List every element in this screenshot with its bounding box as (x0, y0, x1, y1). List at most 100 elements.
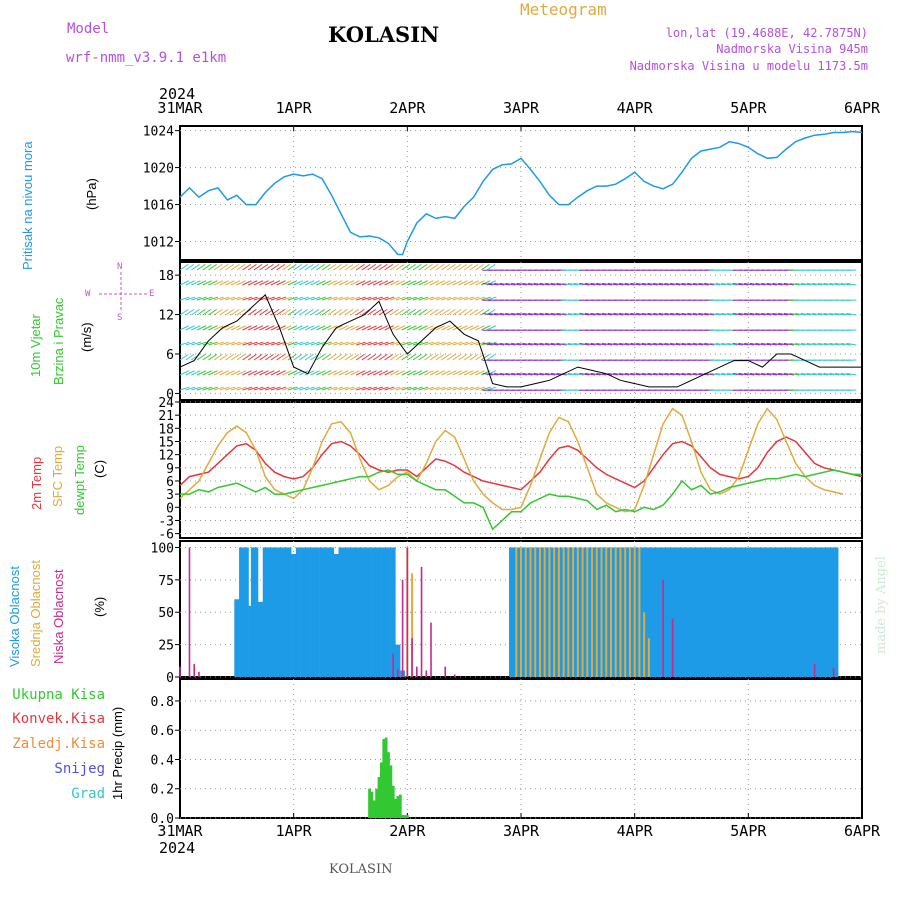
cloud-bar (193, 664, 196, 677)
wind-barb (299, 263, 308, 271)
wind-barb (641, 372, 652, 376)
wind-barb (287, 353, 297, 361)
wind-barb (505, 372, 516, 376)
wind-barb (282, 280, 292, 286)
wind-barb (458, 353, 468, 361)
wind-barb (259, 386, 270, 391)
wind-barb (390, 386, 400, 391)
wind-barb (458, 370, 468, 376)
wind-barb (213, 263, 223, 271)
wind-barb (475, 308, 485, 316)
wind-barb (355, 280, 366, 286)
wind-barb (435, 263, 445, 271)
wind-barb (846, 372, 857, 376)
temperature-ytick-label: -6 (158, 528, 174, 543)
wind-barb (624, 342, 635, 346)
wind-barb (276, 370, 286, 376)
wind-barb (658, 282, 669, 286)
precip-bar (377, 777, 381, 818)
wind-barb (231, 341, 241, 346)
wind-barb (185, 370, 195, 376)
wind-barb (202, 263, 212, 271)
wind-barb (418, 263, 428, 271)
wind-barb (488, 342, 499, 346)
wind-barb (488, 282, 499, 286)
wind-barb (367, 370, 377, 376)
wind-barb (441, 308, 450, 316)
wind-barb (435, 325, 445, 331)
wind-barb (412, 370, 423, 376)
wind-barb (265, 325, 275, 331)
precip-ytick-label: 0.4 (151, 753, 175, 768)
wind-barb (230, 370, 241, 376)
temperature-ytick-label: 24 (158, 396, 174, 411)
wind-barb (208, 325, 218, 331)
wind-barb (287, 341, 298, 346)
cloud-bar (319, 547, 325, 677)
wind-barb (469, 325, 480, 331)
wind-barb (744, 312, 755, 316)
mid-cloud-label: Srednja Oblacnost (28, 560, 43, 667)
wind-barb (333, 341, 344, 346)
wind-barb (316, 280, 326, 286)
cloud-bar (671, 618, 674, 677)
wind-barbs (179, 263, 857, 391)
cloud-bar (624, 547, 627, 677)
wind-barb (253, 353, 263, 361)
wind-barb (664, 342, 675, 346)
wind-barb (361, 263, 371, 271)
wind-barb (333, 296, 344, 301)
wind-barb (407, 280, 417, 286)
wind-barb (299, 386, 310, 391)
wind-barb (407, 370, 417, 376)
cloud-bar (614, 547, 617, 677)
wind-barb (806, 312, 817, 316)
wind-barb (265, 370, 275, 376)
wind-barb (316, 308, 325, 316)
wind-barb (579, 342, 590, 346)
wind-barb (533, 312, 544, 316)
wind-barb (424, 263, 433, 271)
cloud-bar (643, 612, 646, 677)
sfctemp-label: SFC Temp (50, 445, 65, 507)
time-tick-bottom: 3APR (503, 822, 540, 840)
wind-barb (727, 282, 738, 286)
wind-barb (823, 342, 834, 346)
wind-barb (327, 386, 338, 391)
cloud-bar (548, 547, 551, 677)
cloud-bar (562, 547, 565, 677)
wind-barb (247, 280, 258, 286)
wind-barb (293, 370, 303, 376)
wind-barb (607, 342, 618, 346)
wind-barb (208, 296, 219, 301)
wind-barb (681, 342, 692, 346)
cloud-bar (444, 666, 447, 677)
wind-barb (653, 282, 664, 286)
wind-barb (412, 325, 423, 331)
wind-barb (225, 280, 235, 286)
wind-barb (681, 282, 692, 286)
wind-barb (550, 282, 561, 286)
wind-barb (704, 282, 715, 286)
wind-barb (778, 312, 789, 316)
wind-barb (304, 296, 315, 301)
wind-ytick-label: 6 (166, 348, 174, 363)
wind-barb (834, 372, 846, 376)
wind-barb (418, 370, 428, 376)
wind-barb (709, 342, 720, 346)
wind-barb (772, 282, 783, 286)
cloud-bar (411, 573, 414, 677)
wind-barb (715, 312, 726, 316)
wind-barb (493, 282, 505, 286)
wind-barb (692, 312, 703, 316)
wind-barb (208, 370, 218, 376)
wind-barb (658, 342, 669, 346)
wind-barb (533, 342, 544, 346)
wind-barb (619, 372, 630, 376)
wind-barb (390, 296, 400, 301)
wind-barb (573, 312, 584, 316)
wind-barb (191, 263, 200, 271)
year-top: 2024 (159, 85, 196, 103)
wind-barb (179, 263, 189, 271)
wind-barb (407, 386, 418, 391)
